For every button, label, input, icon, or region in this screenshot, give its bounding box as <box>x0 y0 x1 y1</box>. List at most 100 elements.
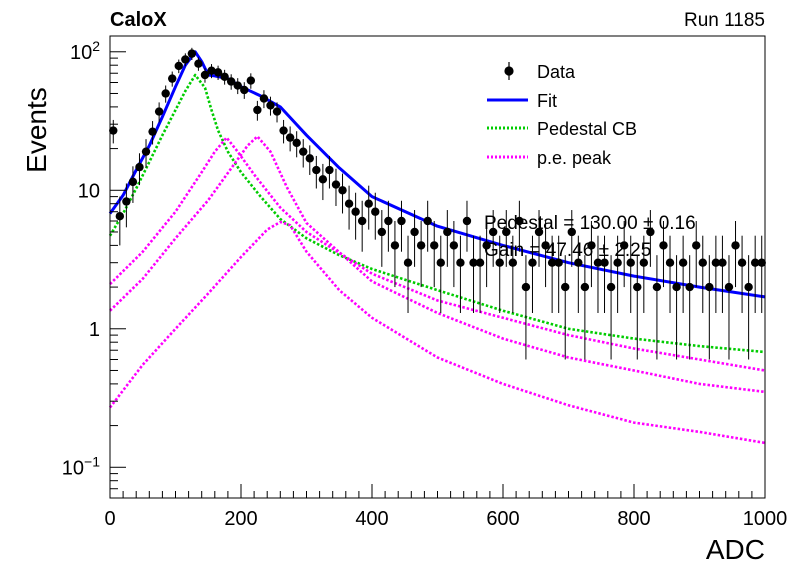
data-marker <box>731 241 740 250</box>
data-marker <box>377 227 387 237</box>
data-point <box>475 235 485 313</box>
data-marker <box>685 282 694 292</box>
data-marker <box>246 76 256 85</box>
data-marker <box>371 207 380 216</box>
data-point <box>141 139 151 168</box>
data-point <box>678 235 688 313</box>
data-point <box>416 221 426 288</box>
series-pedestal-cb-curve-1 <box>108 73 766 354</box>
data-marker <box>547 258 557 267</box>
data-marker <box>580 282 590 292</box>
data-marker <box>253 105 262 115</box>
data-point <box>299 139 308 168</box>
data-marker <box>240 85 249 95</box>
data-marker <box>220 72 229 81</box>
data-marker <box>482 241 491 250</box>
data-marker <box>750 258 760 267</box>
data-point <box>443 210 452 267</box>
series-p-e-peak-curve-3 <box>109 135 766 394</box>
data-marker <box>285 133 295 142</box>
data-point <box>187 47 197 61</box>
data-marker <box>168 74 177 83</box>
data-point <box>148 121 157 145</box>
legend-pedestal-label: Pedestal CB <box>537 119 637 139</box>
data-point <box>331 168 341 206</box>
legend-entry-fit: Fit <box>487 91 557 111</box>
annotation-pedestal: Pedestal = 130.00 ± 0.16 <box>484 213 696 234</box>
data-marker <box>181 55 190 64</box>
data-marker <box>593 258 603 267</box>
data-point <box>213 65 223 80</box>
data-marker <box>266 101 275 110</box>
data-point <box>135 153 144 186</box>
data-point <box>626 235 635 313</box>
data-marker <box>148 127 157 136</box>
data-marker <box>154 107 164 116</box>
data-marker <box>187 49 197 58</box>
data-marker <box>633 282 642 292</box>
y-tick-label: 102 <box>70 38 100 64</box>
data-marker <box>646 227 655 237</box>
data-marker <box>534 227 544 237</box>
data-point <box>161 85 170 103</box>
legend-entry-pe-peak: p.e. peak <box>487 148 612 168</box>
data-point <box>737 235 747 313</box>
data-marker <box>619 241 629 250</box>
data-marker <box>213 68 223 77</box>
data-point <box>606 255 616 360</box>
data-point <box>515 200 524 252</box>
data-point <box>266 96 275 116</box>
data-point <box>705 255 714 360</box>
data-point <box>574 235 583 313</box>
data-point <box>639 235 649 313</box>
data-marker <box>423 216 432 226</box>
data-point <box>220 69 229 85</box>
data-point <box>482 221 491 288</box>
data-point <box>344 185 354 230</box>
data-point <box>233 78 242 95</box>
data-marker <box>456 258 465 267</box>
fit-parameters: Pedestal = 130.00 ± 0.16 Gain = 47.46 ± … <box>484 213 696 261</box>
data-marker <box>528 258 537 267</box>
data-point <box>541 221 550 288</box>
data-marker <box>135 162 144 172</box>
data-marker <box>665 258 675 267</box>
data-point <box>325 155 334 189</box>
x-tick-label: 600 <box>486 508 519 530</box>
series-p-e-peak-curve-4 <box>108 220 766 445</box>
y-tick-label: 10 <box>78 180 100 202</box>
data-point <box>495 235 504 313</box>
data-marker <box>325 165 334 175</box>
annotation-gain: Gain = 47.46 ± 2.25 <box>484 240 651 261</box>
data-marker <box>312 165 321 175</box>
data-marker <box>109 126 118 135</box>
data-point <box>430 221 439 288</box>
data-point <box>456 235 465 313</box>
data-marker <box>443 227 452 237</box>
data-point <box>718 235 727 313</box>
data-marker <box>122 197 131 206</box>
legend-entry-data: Data <box>504 62 576 82</box>
data-point <box>384 200 393 252</box>
data-marker <box>678 258 688 267</box>
data-point <box>168 71 177 87</box>
data-point <box>469 235 478 313</box>
data-marker <box>639 258 649 267</box>
data-marker <box>390 241 400 250</box>
data-point <box>692 221 701 288</box>
y-tick-label: 1 <box>89 319 100 341</box>
data-marker <box>299 147 308 156</box>
data-marker <box>384 216 393 226</box>
data-point <box>744 255 753 360</box>
data-marker <box>174 61 183 71</box>
data-point <box>724 255 734 360</box>
legend-entry-pedestal: Pedestal CB <box>487 119 637 139</box>
data-marker <box>403 258 413 267</box>
data-marker <box>233 81 242 90</box>
data-marker <box>587 241 596 250</box>
data-point <box>390 221 400 288</box>
data-marker <box>226 77 236 86</box>
data-marker <box>344 199 354 208</box>
data-point <box>318 163 328 201</box>
data-point <box>364 185 373 230</box>
